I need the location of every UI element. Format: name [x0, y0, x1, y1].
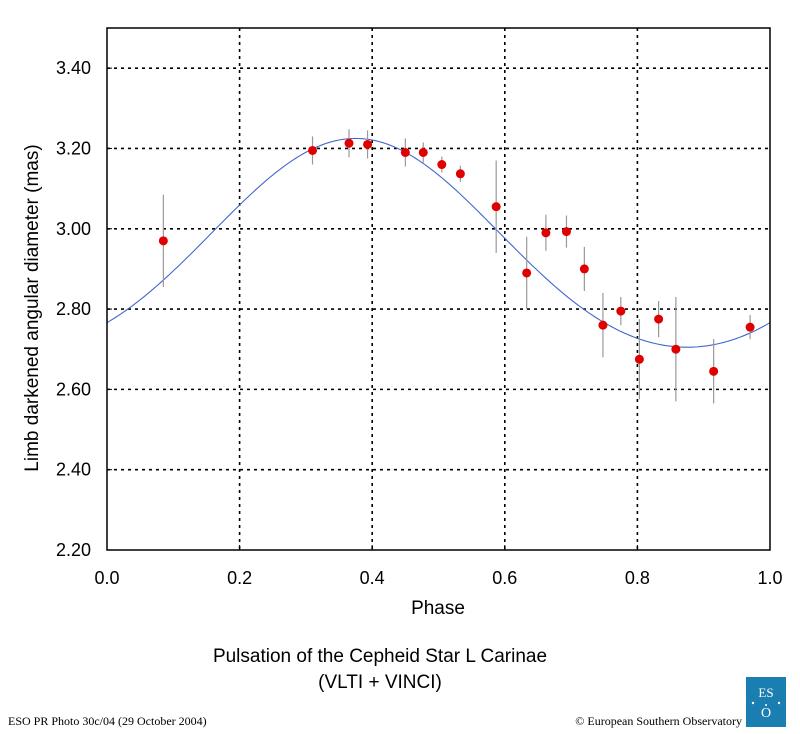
data-point	[709, 366, 719, 376]
eso-logo: ES O	[746, 677, 786, 727]
x-tick-label: 0.0	[94, 568, 119, 588]
data-point	[561, 227, 571, 237]
data-point	[745, 322, 755, 332]
svg-text:ES: ES	[758, 685, 773, 700]
grid-lines	[107, 28, 770, 550]
x-tick-label: 0.6	[492, 568, 517, 588]
x-tick-label: 0.4	[360, 568, 385, 588]
data-points	[158, 138, 755, 376]
data-point	[616, 306, 626, 316]
y-axis-label: Limb darkened angular diameter (mas)	[22, 144, 43, 471]
data-point	[654, 314, 664, 324]
data-point	[579, 264, 589, 274]
svg-text:O: O	[761, 706, 771, 721]
x-tick-label: 1.0	[757, 568, 782, 588]
y-tick-label: 2.60	[56, 379, 91, 399]
y-tick-label: 2.40	[56, 460, 91, 480]
data-point	[437, 160, 447, 170]
copyright: © European Southern Observatory	[575, 714, 742, 728]
y-tick-labels: 2.20 2.40 2.60 2.80 3.00 3.20 3.40	[56, 58, 91, 560]
fit-curve	[106, 137, 771, 348]
data-point	[363, 139, 373, 149]
data-point	[634, 354, 644, 364]
data-point	[158, 236, 168, 246]
chart: 0.0 0.2 0.4 0.6 0.8 1.0 2.20 2.40 2.60 2.80 3.00 3…	[22, 27, 783, 619]
y-tick-label: 3.00	[56, 219, 91, 239]
x-tick-label: 0.8	[625, 568, 650, 588]
x-tick-labels: 0.0 0.2 0.4 0.6 0.8 1.0	[94, 568, 782, 588]
error-bars	[162, 129, 751, 404]
data-point	[598, 320, 608, 330]
data-point	[522, 268, 532, 278]
data-point	[418, 147, 428, 157]
data-point	[491, 202, 501, 212]
data-point	[308, 145, 318, 155]
y-tick-label: 3.40	[56, 58, 91, 78]
y-tick-label: 2.20	[56, 540, 91, 560]
data-point	[541, 228, 551, 238]
data-point	[455, 169, 465, 179]
x-axis-label: Phase	[411, 598, 465, 619]
data-point	[671, 344, 681, 354]
y-tick-label: 3.20	[56, 138, 91, 158]
plot-frame	[106, 27, 771, 551]
photo-credit: ESO PR Photo 30c/04 (29 October 2004)	[8, 714, 207, 728]
data-point	[344, 138, 354, 148]
data-point	[400, 147, 410, 157]
y-tick-label: 2.80	[56, 299, 91, 319]
axis-ticks	[106, 67, 771, 551]
x-tick-label: 0.2	[227, 568, 252, 588]
chart-subtitle: (VLTI + VINCI)	[318, 672, 442, 693]
chart-title: Pulsation of the Cepheid Star L Carinae	[212, 646, 548, 667]
